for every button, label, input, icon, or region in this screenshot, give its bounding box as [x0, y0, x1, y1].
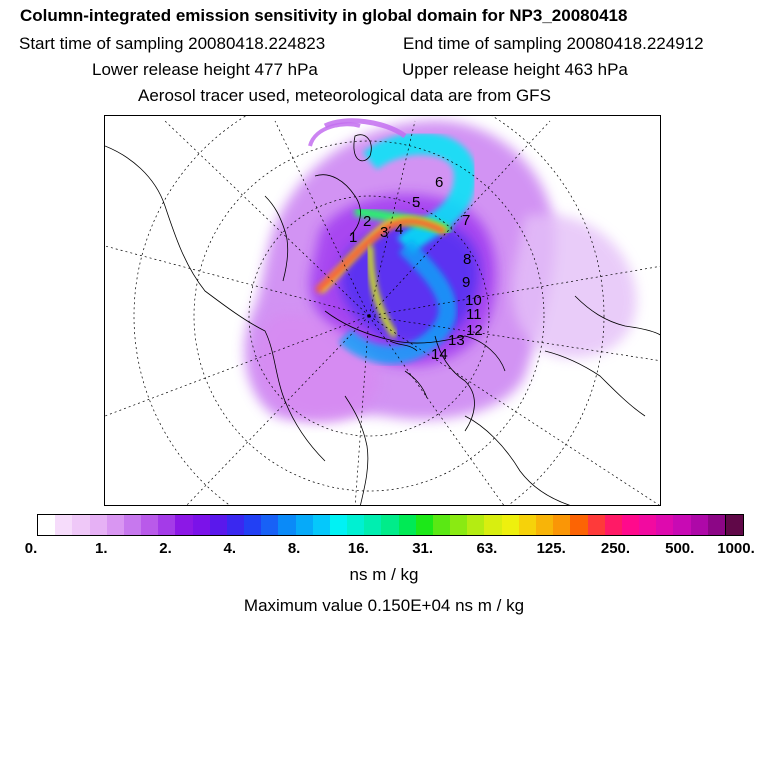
colorbar-segment [639, 515, 657, 535]
colorbar-segment [261, 515, 279, 535]
colorbar-segment [141, 515, 159, 535]
colorbar-segment [158, 515, 176, 535]
colorbar-segment [604, 515, 622, 535]
colorbar-segment [570, 515, 588, 535]
colorbar-segment [467, 515, 485, 535]
colorbar-segment [295, 515, 313, 535]
colorbar-segment [329, 515, 348, 535]
colorbar-segment [673, 515, 691, 535]
colorbar-tick-label: 125. [536, 540, 566, 557]
colorbar-segment [415, 515, 433, 535]
colorbar-segment [192, 515, 210, 535]
colorbar-tick-label: 8. [287, 540, 301, 557]
colorbar-tick-label: 63. [476, 540, 498, 557]
trajectory-label: 14 [431, 346, 448, 363]
colorbar-tick-label: 31. [412, 540, 434, 557]
coastlines [105, 134, 660, 505]
trajectory-label: 10 [465, 292, 482, 309]
colorbar-segment [432, 515, 451, 535]
colorbar-segment [621, 515, 640, 535]
colorbar-segment [535, 515, 554, 535]
graticule [105, 116, 660, 505]
trajectory-label: 12 [466, 322, 483, 339]
colorbar-segment [312, 515, 330, 535]
trajectory-label: 9 [462, 274, 470, 291]
colorbar-unit: ns m / kg [349, 565, 419, 584]
trajectory-label: 4 [395, 221, 403, 238]
colorbar-segment [278, 515, 296, 535]
colorbar-segment [55, 515, 73, 535]
trajectory-label: 7 [462, 212, 470, 229]
map-canvas: 2 1 3 4 5 6 7 8 9 10 11 12 13 14 [105, 116, 660, 505]
colorbar-segment [656, 515, 674, 535]
lower-release-height: Lower release height 477 hPa [92, 60, 318, 79]
colorbar-tick-label: 4. [223, 540, 237, 557]
trajectory-label: 1 [349, 229, 357, 246]
colorbar-segment [587, 515, 605, 535]
colorbar-segment [398, 515, 416, 535]
plot-title: Column-integrated emission sensitivity i… [20, 6, 628, 25]
colorbar-segment [724, 515, 744, 535]
colorbar-segment [690, 515, 708, 535]
colorbar-segment [707, 515, 725, 535]
colorbar-segment [381, 515, 399, 535]
sensitivity-field [244, 118, 637, 422]
colorbar-segment [244, 515, 262, 535]
colorbar-segment [553, 515, 571, 535]
sensitivity-map: 2 1 3 4 5 6 7 8 9 10 11 12 13 14 [104, 115, 661, 506]
colorbar-segment [450, 515, 468, 535]
colorbar-segment [364, 515, 382, 535]
colorbar-segment [484, 515, 502, 535]
colorbar-segment [175, 515, 193, 535]
trajectory-label: 8 [463, 251, 471, 268]
trajectory-label: 13 [448, 332, 465, 349]
end-time: End time of sampling 20080418.224912 [403, 34, 704, 53]
colorbar-segment [347, 515, 365, 535]
max-value-note: Maximum value 0.150E+04 ns m / kg [243, 596, 525, 615]
colorbar-tick-label: 2. [159, 540, 172, 557]
colorbar-segment [89, 515, 107, 535]
colorbar-segment [106, 515, 124, 535]
trajectory-label: 6 [435, 174, 443, 191]
trajectory-labels: 2 1 3 4 5 6 7 8 9 10 11 12 13 14 [349, 174, 483, 363]
trajectory-label: 2 [363, 213, 371, 230]
colorbar-tick-label: 16. [347, 540, 369, 557]
colorbar-segment [226, 515, 245, 535]
start-time: Start time of sampling 20080418.224823 [19, 34, 326, 53]
colorbar-segment [209, 515, 227, 535]
tracer-note: Aerosol tracer used, meteorological data… [138, 86, 551, 105]
colorbar-segment [38, 515, 56, 535]
colorbar-tick-label: 500. [665, 540, 695, 557]
colorbar-segment [123, 515, 142, 535]
colorbar-segment [72, 515, 90, 535]
colorbar-tick-label: 0. [24, 540, 38, 557]
colorbar-tick-label: 250. [600, 540, 631, 557]
colorbar-segment [501, 515, 519, 535]
colorbar-segment [518, 515, 536, 535]
trajectory-label: 5 [412, 194, 420, 211]
trajectory-label: 11 [466, 306, 482, 323]
upper-release-height: Upper release height 463 hPa [402, 60, 628, 79]
colorbar [37, 514, 744, 536]
colorbar-tick-label: 1000. [717, 540, 755, 557]
colorbar-tick-label: 1. [95, 540, 108, 557]
trajectory-label: 3 [380, 224, 388, 241]
